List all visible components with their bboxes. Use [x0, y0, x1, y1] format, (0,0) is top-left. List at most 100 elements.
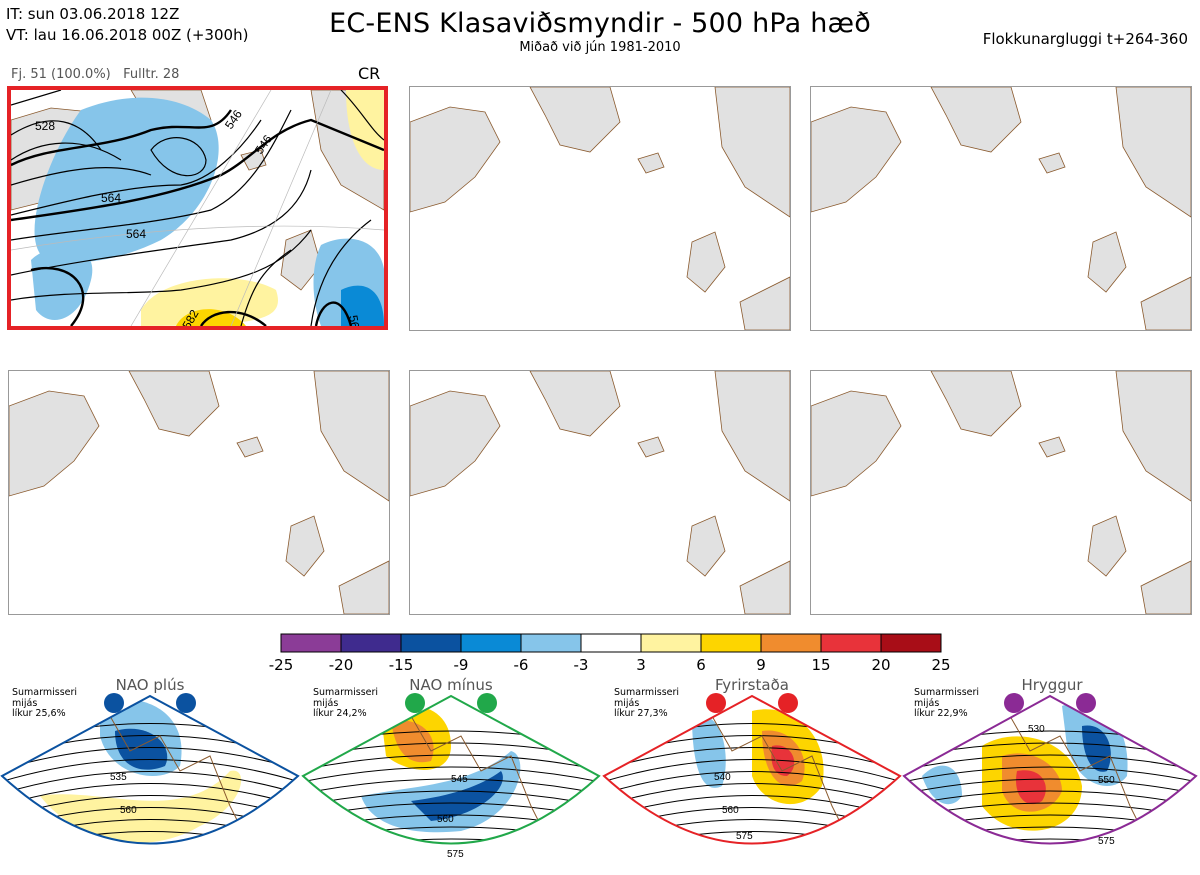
- map-land: [410, 371, 790, 614]
- land-scandinavia: [313, 371, 389, 502]
- coastline: [711, 715, 853, 844]
- height-contour: [904, 838, 1196, 844]
- anomaly-area: [411, 771, 503, 821]
- regime-title: NAO plús: [115, 676, 185, 694]
- contour-label: 550: [1098, 775, 1115, 786]
- colorbar-tick-label: -20: [328, 656, 354, 674]
- contour-label: 540: [714, 772, 731, 783]
- land-europe: [739, 276, 790, 330]
- colorbar-tick-label: 6: [696, 656, 706, 674]
- contour-label: 575: [447, 849, 464, 860]
- height-contour: [904, 790, 1196, 807]
- cluster-map-2[interactable]: [409, 86, 791, 331]
- regime-map: 545 560 575: [301, 693, 601, 860]
- regime-map: 540 560 575: [602, 693, 902, 845]
- contour-label: 528: [35, 119, 55, 133]
- map-land: [410, 87, 790, 330]
- height-contour: [604, 831, 900, 844]
- height-contour: [2, 831, 298, 844]
- classification-window: Flokkunargluggi t+264-360: [982, 30, 1188, 48]
- colorbar-tick-label: 20: [871, 656, 891, 674]
- land-iceland: [236, 436, 264, 458]
- regime-title: Fyrirstaða: [715, 676, 789, 694]
- cluster-map-5[interactable]: [409, 370, 791, 615]
- land-europe: [739, 560, 790, 614]
- height-contour: [2, 759, 298, 783]
- contour-label: 530: [1028, 724, 1045, 735]
- regime-note: Sumarmisseri mijás líkur 24,2%: [313, 687, 379, 719]
- land-britain: [686, 515, 726, 577]
- height-contour: [904, 754, 1196, 771]
- land-europe: [1140, 560, 1191, 614]
- height-contour: [303, 778, 599, 795]
- height-contour: [303, 766, 599, 783]
- cluster-map-1[interactable]: 528 546 564 546 564 582 56: [7, 86, 388, 330]
- colorbar-cell: [580, 633, 642, 653]
- land-europe: [1140, 276, 1191, 330]
- anomaly-area: [391, 720, 434, 763]
- regime-title: NAO mínus: [409, 676, 493, 694]
- colorbar-cell: [880, 633, 942, 653]
- height-contour: [303, 790, 599, 807]
- colorbar-cell: [640, 633, 702, 653]
- regime-dot-right: [778, 693, 798, 713]
- colorbar-tick-label: -15: [388, 656, 414, 674]
- colorbar-cell: [700, 633, 762, 653]
- land-scandinavia: [714, 87, 790, 218]
- regime-blocking[interactable]: Fyrirstaða Sumarmisseri mijás líkur 27,3% …: [602, 676, 902, 871]
- coastline: [1009, 715, 1151, 844]
- land-britain: [686, 231, 726, 293]
- regime-note: Sumarmisseri mijás líkur 27,3%: [614, 687, 680, 719]
- contour-label: 564: [126, 227, 146, 241]
- regime-outline: [902, 694, 1198, 845]
- regime-nao-minus[interactable]: NAO mínus Sumarmisseri mijás líkur 24,2% 5…: [301, 676, 601, 871]
- contour-label: 564: [101, 191, 121, 205]
- contour-label: 535: [110, 772, 127, 783]
- land-greenland: [128, 371, 220, 437]
- anomaly-area: [40, 770, 242, 843]
- page-subtitle: Miðað við jún 1981-2010: [519, 40, 681, 55]
- land-iceland: [1038, 436, 1066, 458]
- colorbar-cell: [520, 633, 582, 653]
- regime-dot-right: [176, 693, 196, 713]
- representative-member: Fulltr. 28: [123, 67, 180, 82]
- colorbar: [280, 633, 942, 653]
- anomaly-area: [692, 714, 726, 788]
- cluster-map-3[interactable]: [810, 86, 1192, 331]
- cluster-map-4[interactable]: [8, 370, 390, 615]
- panel-info: Fj. 51 (100.0%) Fulltr. 28: [11, 67, 179, 82]
- colorbar-tick-label: -6: [513, 656, 529, 674]
- regime-map: 530 550 575: [902, 693, 1198, 847]
- height-contour: [303, 754, 599, 771]
- colorbar-tick-label: 3: [636, 656, 646, 674]
- land-britain: [1087, 515, 1127, 577]
- land-canada: [9, 390, 100, 497]
- height-contour: [604, 783, 900, 807]
- header-dates: IT: sun 03.06.2018 12Z VT: lau 16.06.201…: [6, 4, 248, 46]
- height-contour: [2, 783, 298, 807]
- contour-label: 575: [1098, 836, 1115, 847]
- regime-nao-plus[interactable]: NAO plús Sumarmisseri mijás líkur 25,6% 53…: [0, 676, 300, 871]
- colorbar-tick-label: -9: [453, 656, 469, 674]
- map-land: [811, 371, 1191, 614]
- regime-dot-right: [477, 693, 497, 713]
- contour-label: 560: [722, 805, 739, 816]
- issue-time: IT: sun 03.06.2018 12Z: [6, 5, 180, 23]
- colorbar-cell: [820, 633, 882, 653]
- regime-dot-left: [104, 693, 124, 713]
- regime-dot-left: [1004, 693, 1024, 713]
- contour-label: 560: [437, 814, 454, 825]
- regime-ridge[interactable]: Hryggur Sumarmisseri mijás líkur 22,9% 530…: [902, 676, 1200, 871]
- regime-outline: [602, 694, 902, 845]
- land-iceland: [637, 152, 665, 174]
- colorbar-cell: [460, 633, 522, 653]
- land-britain: [1087, 231, 1127, 293]
- land-europe: [338, 560, 389, 614]
- anomaly-area: [922, 765, 962, 805]
- land-greenland: [529, 371, 621, 437]
- cluster-map-6[interactable]: [810, 370, 1192, 615]
- regime-outline: [0, 694, 300, 845]
- land-canada: [410, 390, 501, 497]
- land-britain: [285, 515, 325, 577]
- land-greenland: [529, 87, 621, 153]
